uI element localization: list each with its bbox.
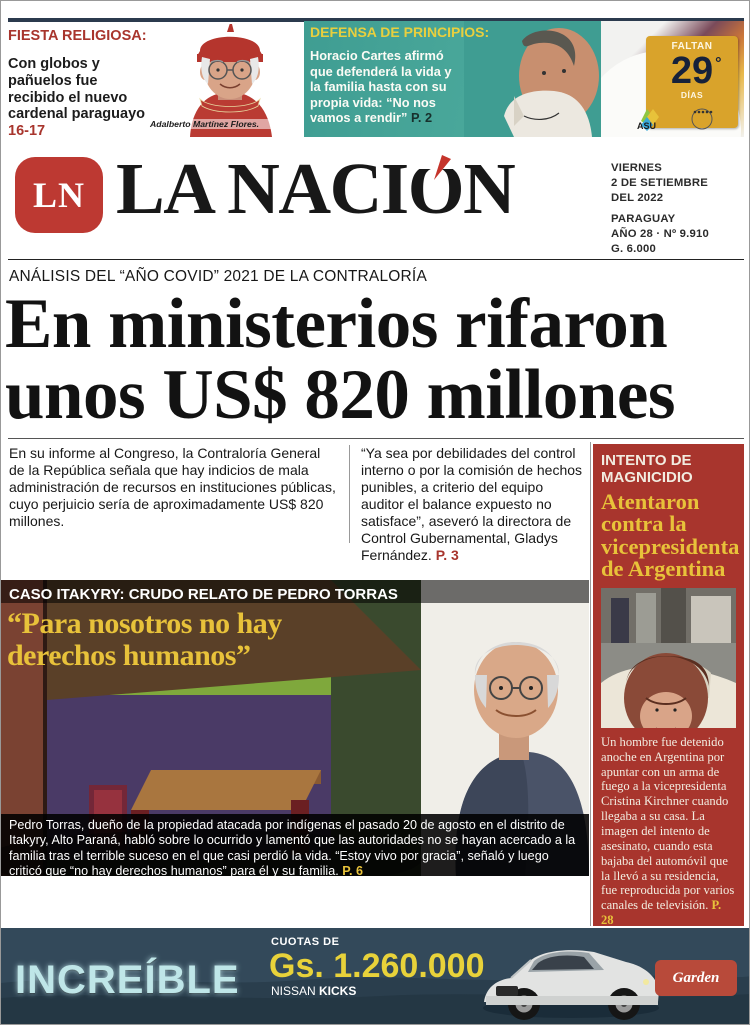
svg-text:ASU: ASU bbox=[637, 121, 656, 131]
